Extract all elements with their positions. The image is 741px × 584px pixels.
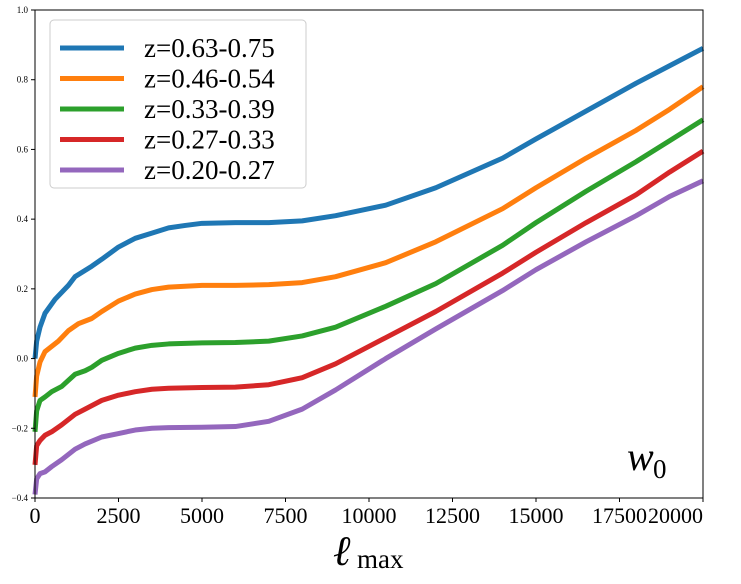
x-tick-label: 0 (30, 503, 41, 528)
legend-box (49, 19, 307, 189)
series-line-2 (32, 84, 705, 398)
y-tick-label: 0.6 (17, 144, 29, 154)
y-tick-label: 0.0 (17, 354, 29, 364)
x-tick-label: 12500 (425, 503, 480, 528)
y-tick-label: 0.8 (17, 75, 29, 85)
x-tick-label: 15000 (509, 503, 564, 528)
legend-label-2: z=0.46-0.54 (144, 64, 275, 94)
y-tick-label: 1.0 (17, 5, 29, 15)
legend-label-4: z=0.27-0.33 (144, 125, 275, 155)
x-tick-label: 17500 (592, 503, 647, 528)
x-tick-label: 20000 (648, 503, 703, 528)
annotation-subscript: 0 (653, 454, 667, 484)
series-line-1 (32, 46, 705, 359)
y-tick-label: 0.4 (17, 214, 29, 224)
x-axis-label-subscript: max (357, 544, 404, 574)
x-tick-label: 7500 (264, 503, 308, 528)
series-layer (32, 46, 705, 495)
y-axis: −0.4 −0.2 0.0 0.2 0.4 0.6 0.8 1.0 (12, 5, 35, 503)
x-axis-label: ℓ max (333, 529, 404, 575)
annotation-label: w (627, 434, 654, 479)
series-line-3 (32, 117, 705, 432)
legend-label-3: z=0.33-0.39 (144, 94, 275, 124)
x-tick-label: 2500 (97, 503, 141, 528)
x-tick-label: 5000 (180, 503, 224, 528)
series-line-4 (32, 149, 705, 466)
y-tick-label: −0.4 (12, 493, 29, 503)
legend: z=0.63-0.75z=0.46-0.54z=0.33-0.39z=0.27-… (49, 19, 307, 189)
y-tick-label: −0.2 (12, 423, 28, 433)
legend-label-5: z=0.20-0.27 (144, 155, 275, 185)
legend-label-1: z=0.63-0.75 (144, 33, 275, 63)
x-axis: 0 2500 5000 7500 10000 12500 15000 17500 20000 (30, 498, 704, 528)
x-axis-label-main: ℓ (333, 529, 351, 575)
x-tick-label: 10000 (342, 503, 397, 528)
y-tick-label: 0.2 (17, 284, 28, 294)
series-line-5 (32, 178, 705, 495)
